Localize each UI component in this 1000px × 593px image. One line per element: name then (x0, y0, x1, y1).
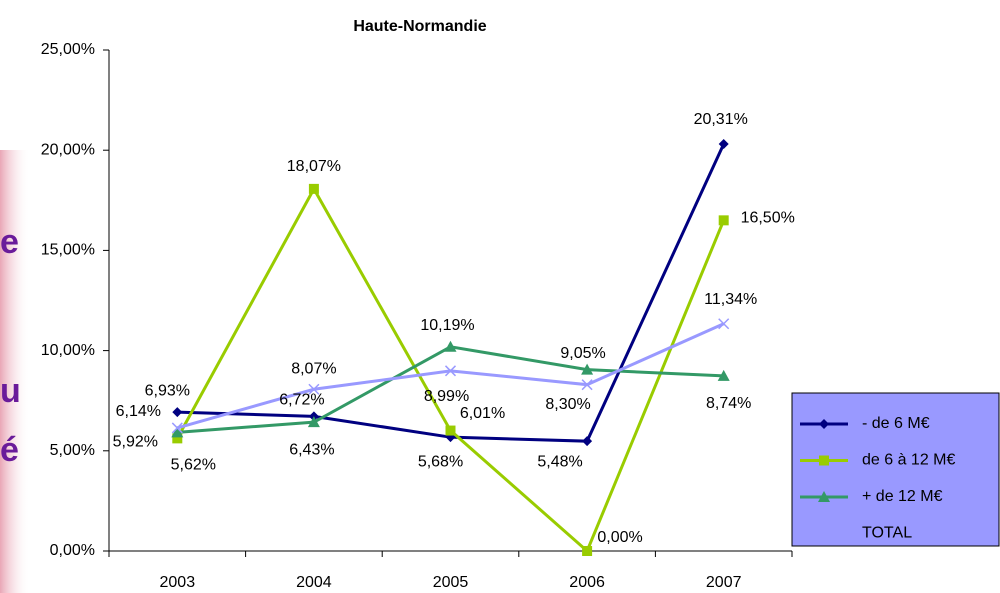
data-label: 5,62% (171, 457, 216, 474)
marker (718, 318, 730, 330)
legend-label: de 6 à 12 M€ (862, 452, 956, 469)
marker (444, 365, 457, 377)
data-label: 0,00% (597, 529, 642, 546)
x-tick-label: 2004 (296, 574, 332, 591)
data-label: 5,68% (418, 453, 463, 470)
x-tick-label: 2007 (706, 574, 742, 591)
marker (308, 183, 319, 194)
data-label: 8,30% (545, 396, 590, 413)
legend: - de 6 M€ de 6 à 12 M€ + de 12 M€ TOTAL (791, 392, 1000, 547)
y-tick-label: 20,00% (41, 141, 95, 158)
y-tick-label: 10,00% (41, 342, 95, 359)
data-label: 6,43% (289, 441, 334, 458)
data-label: 6,14% (116, 403, 161, 420)
data-label: 10,19% (420, 317, 474, 334)
marker (582, 436, 593, 447)
x-tick-label: 2006 (569, 574, 605, 591)
legend-label: + de 12 M€ (862, 488, 943, 505)
legend-label: - de 6 M€ (862, 415, 930, 432)
data-label: 8,07% (291, 360, 336, 377)
marker (819, 419, 829, 429)
marker (718, 215, 729, 226)
marker (445, 425, 456, 436)
x-tick-label: 2003 (160, 574, 196, 591)
slide-text: u (0, 372, 21, 410)
y-tick-label: 25,00% (41, 41, 95, 58)
data-label: 20,31% (694, 111, 748, 128)
slide-text: é (0, 431, 19, 469)
marker (308, 383, 320, 395)
data-label: 9,05% (560, 345, 605, 362)
marker (171, 422, 183, 434)
slide-text: e (0, 223, 19, 261)
data-label: 11,34% (704, 291, 757, 308)
data-label: 8,99% (424, 388, 469, 405)
y-tick-label: 15,00% (41, 242, 95, 259)
marker (172, 407, 183, 418)
marker (818, 491, 830, 502)
marker (444, 340, 457, 352)
marker (171, 426, 184, 438)
marker (307, 416, 320, 428)
series-line (176, 322, 725, 430)
x-tick-label: 2005 (433, 574, 469, 591)
marker (718, 138, 729, 149)
data-label: 5,48% (537, 453, 582, 470)
data-label: 6,01% (460, 405, 505, 422)
data-label: 16,50% (741, 210, 795, 227)
marker (172, 433, 183, 444)
marker (581, 363, 594, 375)
marker (582, 546, 593, 556)
data-label: 8,74% (706, 395, 751, 412)
marker (581, 379, 593, 391)
data-label: 5,92% (113, 434, 158, 451)
data-label: 6,72% (279, 392, 324, 409)
legend-label: TOTAL (862, 525, 912, 542)
data-label: 6,93% (145, 382, 190, 399)
data-label: 18,07% (287, 158, 341, 175)
marker (819, 455, 829, 466)
y-tick-label: 0,00% (50, 542, 95, 559)
chart-title: Haute-Normandie (353, 18, 486, 35)
legend-box (791, 392, 1000, 547)
y-tick-label: 5,00% (50, 442, 95, 459)
marker (717, 369, 730, 381)
slide-background (0, 150, 30, 593)
